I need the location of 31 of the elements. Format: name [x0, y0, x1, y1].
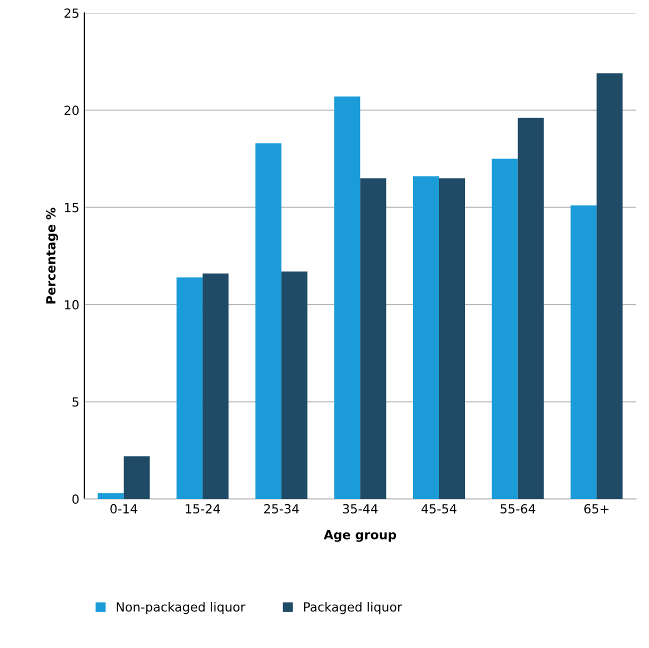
bar — [360, 178, 386, 499]
x-tick-label: 0-14 — [110, 504, 138, 514]
x-tick-label: 15-24 — [186, 504, 220, 514]
x-tick-label: 45-54 — [421, 504, 456, 514]
legend-label: Packaged liquor — [304, 602, 402, 614]
y-axis-title: Percentage % — [46, 208, 58, 304]
y-tick-label: 10 — [64, 300, 79, 310]
y-tick-label: 0 — [72, 494, 79, 504]
bar — [492, 158, 518, 499]
bar — [412, 176, 439, 499]
bar — [596, 73, 623, 499]
bar — [124, 456, 150, 499]
bar — [255, 143, 282, 499]
y-tick-label: 20 — [64, 106, 79, 116]
x-tick-label: 65+ — [584, 504, 608, 514]
bar — [176, 277, 203, 499]
bar — [518, 118, 544, 499]
y-tick-label: 25 — [64, 8, 78, 18]
bar — [570, 205, 597, 499]
x-tick-label: 25-34 — [264, 504, 299, 514]
x-axis-title: Age group — [324, 530, 396, 542]
bar — [202, 273, 229, 499]
bar — [334, 96, 360, 499]
x-tick-label: 55-64 — [500, 504, 536, 514]
y-tick-label: 15 — [64, 202, 78, 212]
legend-label: Non-packaged liquor — [116, 602, 246, 614]
y-tick-label: 5 — [72, 397, 78, 407]
bar — [439, 178, 466, 499]
bar — [281, 272, 308, 499]
x-tick-label: 35-44 — [342, 504, 378, 514]
bar — [98, 493, 124, 499]
